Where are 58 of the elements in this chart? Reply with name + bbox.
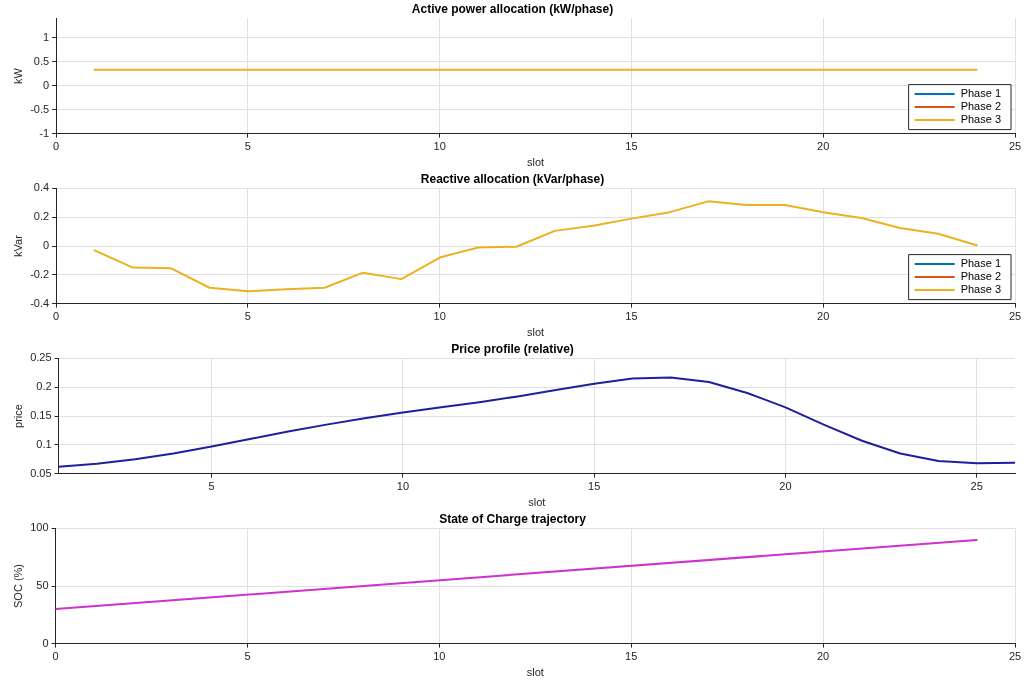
- y-axis-title: price: [11, 404, 24, 428]
- x-tick-label: 20: [817, 140, 830, 153]
- x-tick-label: 20: [816, 650, 830, 663]
- y-tick-label: 0.2: [36, 380, 52, 393]
- x-tick-label: 25: [1008, 140, 1022, 153]
- x-tick-label: 20: [779, 480, 792, 493]
- y-tick-label: -0.5: [30, 102, 50, 115]
- x-tick-label: 20: [817, 310, 830, 323]
- legend-label: Phase 1: [960, 257, 1002, 270]
- chart-title: Active power allocation (kW/phase): [411, 1, 614, 16]
- x-tick-label: 5: [244, 310, 251, 323]
- y-tick-label: 0.1: [36, 437, 52, 450]
- x-tick-label: 25: [1008, 650, 1022, 663]
- legend-label: Phase 1: [960, 87, 1002, 100]
- x-tick-label: 25: [1008, 310, 1022, 323]
- legend-label: Phase 3: [960, 113, 1002, 126]
- chart-title: Reactive allocation (kVar/phase): [420, 171, 605, 186]
- x-tick-label: 15: [588, 480, 601, 493]
- chart-title: State of Charge trajectory: [439, 511, 587, 526]
- x-tick-label: 5: [244, 140, 251, 153]
- y-tick-label: 0.25: [30, 351, 52, 364]
- x-tick-label: 0: [53, 310, 60, 323]
- chart-title: Price profile (relative): [451, 341, 574, 356]
- y-tick-label: 1: [43, 30, 50, 43]
- x-tick-label: 10: [433, 650, 446, 663]
- y-tick-label: 0.05: [30, 466, 52, 479]
- legend-label: Phase 2: [960, 100, 1002, 113]
- y-tick-label: 0: [43, 239, 50, 252]
- x-axis-title: slot: [527, 156, 545, 169]
- x-tick-label: 5: [208, 480, 215, 493]
- x-tick-label: 10: [433, 140, 446, 153]
- x-axis-title: slot: [526, 666, 544, 679]
- y-tick-label: 0: [42, 636, 49, 649]
- y-tick-label: -0.4: [30, 296, 50, 309]
- y-tick-label: 0.15: [30, 409, 52, 422]
- x-tick-label: 10: [396, 480, 410, 493]
- y-tick-label: 0: [43, 78, 50, 91]
- y-axis-title: kW: [11, 67, 24, 84]
- x-tick-label: 10: [433, 310, 446, 323]
- x-tick-label: 15: [625, 140, 638, 153]
- x-tick-label: 0: [53, 140, 60, 153]
- x-tick-label: 15: [625, 310, 638, 323]
- x-axis-title: slot: [528, 496, 546, 509]
- y-tick-label: -1: [39, 126, 50, 139]
- y-tick-label: 100: [30, 521, 49, 534]
- y-axis-title: kVar: [11, 234, 24, 257]
- y-tick-label: 0.2: [33, 210, 50, 223]
- y-tick-label: 50: [36, 579, 49, 592]
- y-tick-label: 0.4: [33, 181, 50, 194]
- y-tick-label: 0.5: [33, 54, 50, 67]
- legend-label: Phase 2: [960, 270, 1002, 283]
- x-axis-title: slot: [527, 326, 545, 339]
- legend-label: Phase 3: [960, 283, 1002, 296]
- x-tick-label: 5: [244, 650, 251, 663]
- x-tick-label: 15: [625, 650, 638, 663]
- x-tick-label: 25: [970, 480, 983, 493]
- y-tick-label: -0.2: [30, 267, 50, 280]
- y-axis-title: SOC (%): [11, 564, 24, 608]
